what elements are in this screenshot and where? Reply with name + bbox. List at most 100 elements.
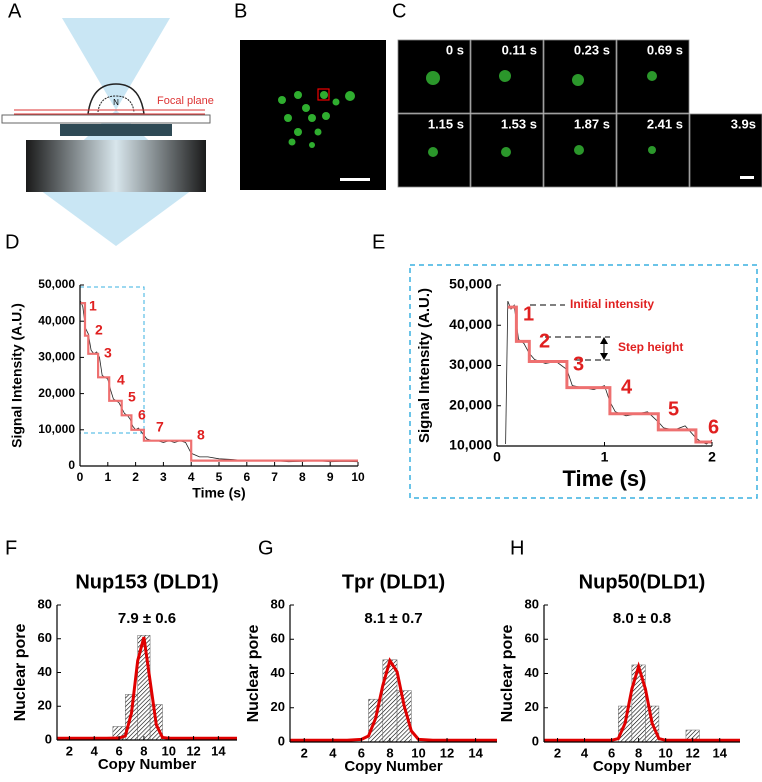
frame-time: 3.9s [731, 116, 756, 131]
zoom-frame [409, 264, 758, 499]
title: Nup50(DLD1) [579, 571, 706, 593]
cell [87, 83, 145, 115]
x-tick-label: 6 [243, 470, 250, 484]
x-tick-label: 8 [386, 745, 393, 760]
spot [574, 145, 584, 155]
step-label: 8 [197, 427, 205, 443]
bar [382, 659, 398, 743]
y-tick-label: 0 [278, 733, 285, 748]
annotation: Step height [618, 340, 683, 354]
arrow-head [600, 353, 608, 360]
step-label: 2 [539, 330, 550, 352]
frame-time: 0.69 s [647, 42, 683, 57]
y-tick-label: 0 [45, 731, 52, 746]
nucleus [97, 95, 135, 113]
y-tick-label: 0 [532, 733, 539, 748]
x-tick-label: 2 [708, 449, 716, 465]
step-label: 2 [95, 322, 103, 338]
annotation: 8.1 ± 0.7 [364, 610, 422, 627]
step-label: 6 [138, 407, 146, 423]
x-tick-label: 6 [115, 743, 122, 758]
x-tick-label: 6 [358, 745, 365, 760]
y-tick-label: 20 [271, 699, 285, 714]
chart: Nup50(DLD1) 8.0 ± 0.8 2 4 6 8 10 12 14 0 20 40 60 80 C… [499, 571, 740, 775]
light-cone-bottom [40, 190, 192, 246]
y-tick-label: 40,000 [449, 316, 492, 332]
y-tick-label: 20,000 [449, 396, 492, 412]
slide [1, 114, 211, 124]
x-tick-label: 4 [329, 745, 337, 760]
x-tick-label: 8 [635, 745, 642, 760]
annotation: 7.9 ± 0.6 [118, 610, 176, 627]
x-tick-label: 10 [161, 743, 175, 758]
step-label: 4 [621, 376, 633, 398]
x-tick-label: 8 [140, 743, 147, 758]
time-frames: 0 s 0.11 s 0.23 s 0.69 s 1.15 s 1.53 s 1.87 s 2… [397, 39, 762, 188]
panel-label: F [5, 537, 17, 559]
trace [507, 305, 712, 444]
y-tick-label: 0 [68, 458, 75, 472]
x-tick-label: 12 [440, 745, 454, 760]
x-tick-label: 14 [468, 745, 483, 760]
panel-label: H [510, 537, 524, 559]
y-tick-label: 40 [525, 665, 539, 680]
x-tick-label: 2 [132, 470, 139, 484]
y-axis-label: Nuclear pore [12, 623, 29, 721]
x-tick-label: 1 [104, 470, 111, 484]
x-axis-label: Copy Number [344, 758, 443, 775]
y-tick-label: 60 [38, 630, 52, 645]
chart: Nup153 (DLD1) 7.9 ± 0.6 2 4 6 8 10 12 14 0 20 40 60 8… [12, 571, 237, 773]
x-tick-label: 12 [186, 743, 200, 758]
objective-lens [60, 124, 172, 136]
x-tick-label: 0 [493, 449, 501, 465]
y-tick-label: 30,000 [38, 350, 75, 364]
annotation: 8.0 ± 0.8 [613, 610, 671, 627]
x-tick-label: 9 [327, 470, 334, 484]
spot [501, 147, 511, 157]
x-tick-label: 2 [554, 745, 561, 760]
y-tick-label: 40,000 [38, 313, 75, 327]
nucleus-label: N [113, 98, 119, 107]
x-tick-label: 14 [211, 743, 226, 758]
frame [689, 113, 762, 188]
x-tick-label: 2 [301, 745, 308, 760]
x-tick-label: 4 [581, 745, 589, 760]
spot [572, 74, 584, 86]
y-axis-label: Nuclear pore [245, 624, 262, 722]
title: Tpr (DLD1) [342, 571, 445, 593]
y-tick-label: 20 [38, 698, 52, 713]
y-tick-label: 10,000 [449, 437, 492, 453]
x-tick-label: 3 [160, 470, 167, 484]
frame-time: 1.15 s [428, 116, 464, 131]
x-tick-label: 5 [216, 470, 223, 484]
bar [631, 664, 646, 743]
y-axis-label: Signal Intensity (A.U.) [9, 303, 25, 448]
scale-bar [740, 176, 754, 179]
x-tick-label: 10 [351, 470, 365, 484]
title: Nup153 (DLD1) [75, 571, 218, 593]
trace [80, 302, 358, 462]
panel-label: E [372, 231, 385, 253]
x-tick-label: 7 [271, 470, 278, 484]
step-label: 7 [156, 419, 164, 435]
y-tick-label: 10,000 [38, 422, 75, 436]
frame-time: 2.41 s [647, 116, 683, 131]
x-tick-label: 4 [91, 743, 99, 758]
panel-label: G [258, 537, 274, 559]
y-tick-label: 80 [525, 596, 539, 611]
y-tick-label: 20,000 [38, 386, 75, 400]
arrow-head [600, 337, 608, 344]
frame [470, 113, 544, 188]
panel-label: D [5, 231, 19, 253]
trace [505, 300, 713, 445]
y-tick-label: 50,000 [449, 276, 492, 292]
step-label: 3 [573, 353, 584, 375]
frame-time: 0 s [446, 42, 464, 57]
step-label: 3 [104, 345, 112, 361]
frame-time: 1.53 s [501, 116, 537, 131]
y-tick-label: 60 [525, 631, 539, 646]
spot [647, 71, 657, 81]
spot [428, 147, 438, 157]
